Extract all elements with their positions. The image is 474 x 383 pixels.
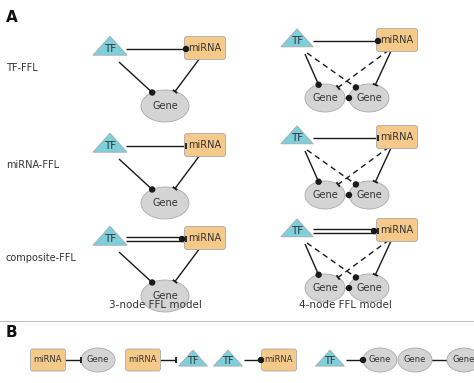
Circle shape: [150, 90, 155, 95]
Polygon shape: [214, 350, 242, 366]
Text: miRNA: miRNA: [34, 355, 62, 365]
Text: A: A: [6, 10, 18, 25]
Ellipse shape: [363, 348, 397, 372]
FancyBboxPatch shape: [262, 349, 297, 371]
Text: Gene: Gene: [356, 190, 382, 200]
Circle shape: [354, 275, 358, 280]
Ellipse shape: [447, 348, 474, 372]
Ellipse shape: [141, 280, 189, 312]
Text: Gene: Gene: [152, 101, 178, 111]
Text: 4-node FFL model: 4-node FFL model: [299, 300, 392, 310]
FancyBboxPatch shape: [184, 36, 226, 59]
Text: composite-FFL: composite-FFL: [6, 253, 77, 263]
Text: B: B: [6, 325, 18, 340]
Text: miRNA: miRNA: [265, 355, 293, 365]
Text: Gene: Gene: [369, 355, 391, 365]
Text: Gene: Gene: [404, 355, 426, 365]
Text: Gene: Gene: [356, 93, 382, 103]
Text: Gene: Gene: [312, 190, 338, 200]
Polygon shape: [281, 29, 313, 47]
Ellipse shape: [305, 84, 345, 112]
Text: TF: TF: [104, 44, 116, 54]
Text: miRNA: miRNA: [189, 140, 221, 150]
Polygon shape: [281, 219, 313, 237]
Polygon shape: [93, 133, 127, 152]
FancyBboxPatch shape: [184, 226, 226, 249]
Circle shape: [354, 85, 358, 90]
FancyBboxPatch shape: [184, 134, 226, 157]
Circle shape: [316, 82, 321, 87]
FancyBboxPatch shape: [126, 349, 161, 371]
Ellipse shape: [349, 274, 389, 302]
Text: miRNA: miRNA: [381, 35, 413, 45]
FancyBboxPatch shape: [376, 218, 418, 242]
Text: miRNA: miRNA: [381, 132, 413, 142]
FancyBboxPatch shape: [376, 28, 418, 51]
Circle shape: [346, 285, 352, 290]
Text: miRNA: miRNA: [381, 225, 413, 235]
Text: TF: TF: [104, 141, 116, 151]
Text: Gene: Gene: [312, 93, 338, 103]
Circle shape: [183, 46, 189, 51]
Circle shape: [346, 95, 352, 100]
Ellipse shape: [349, 181, 389, 209]
Polygon shape: [93, 36, 127, 55]
Ellipse shape: [398, 348, 432, 372]
Ellipse shape: [141, 90, 189, 122]
Circle shape: [316, 179, 321, 184]
Text: miRNA: miRNA: [129, 355, 157, 365]
Text: TF: TF: [291, 36, 303, 46]
Ellipse shape: [81, 348, 115, 372]
Text: TF: TF: [187, 356, 199, 366]
Circle shape: [150, 187, 155, 192]
Ellipse shape: [305, 181, 345, 209]
Text: TF: TF: [291, 226, 303, 236]
Ellipse shape: [305, 274, 345, 302]
Text: Gene: Gene: [152, 291, 178, 301]
Text: miRNA: miRNA: [189, 233, 221, 243]
Circle shape: [372, 229, 376, 234]
Circle shape: [361, 357, 365, 362]
Circle shape: [346, 193, 352, 198]
Text: Gene: Gene: [152, 198, 178, 208]
Text: miRNA-FFL: miRNA-FFL: [6, 160, 59, 170]
Circle shape: [258, 357, 264, 362]
Text: miRNA: miRNA: [189, 43, 221, 53]
Text: Gene: Gene: [453, 355, 474, 365]
Polygon shape: [93, 226, 127, 245]
Polygon shape: [281, 126, 313, 144]
Text: Gene: Gene: [87, 355, 109, 365]
Text: TF: TF: [222, 356, 234, 366]
Polygon shape: [316, 350, 345, 366]
Circle shape: [180, 236, 184, 242]
Text: TF: TF: [324, 356, 336, 366]
Text: TF: TF: [291, 133, 303, 143]
Text: TF: TF: [104, 234, 116, 244]
FancyBboxPatch shape: [376, 126, 418, 149]
Ellipse shape: [141, 187, 189, 219]
Text: Gene: Gene: [312, 283, 338, 293]
Circle shape: [150, 280, 155, 285]
Circle shape: [354, 182, 358, 187]
Polygon shape: [179, 350, 208, 366]
Circle shape: [375, 39, 381, 44]
Text: 3-node FFL model: 3-node FFL model: [109, 300, 201, 310]
Text: Gene: Gene: [356, 283, 382, 293]
FancyBboxPatch shape: [30, 349, 65, 371]
Circle shape: [316, 272, 321, 277]
Text: TF-FFL: TF-FFL: [6, 63, 38, 73]
Ellipse shape: [349, 84, 389, 112]
